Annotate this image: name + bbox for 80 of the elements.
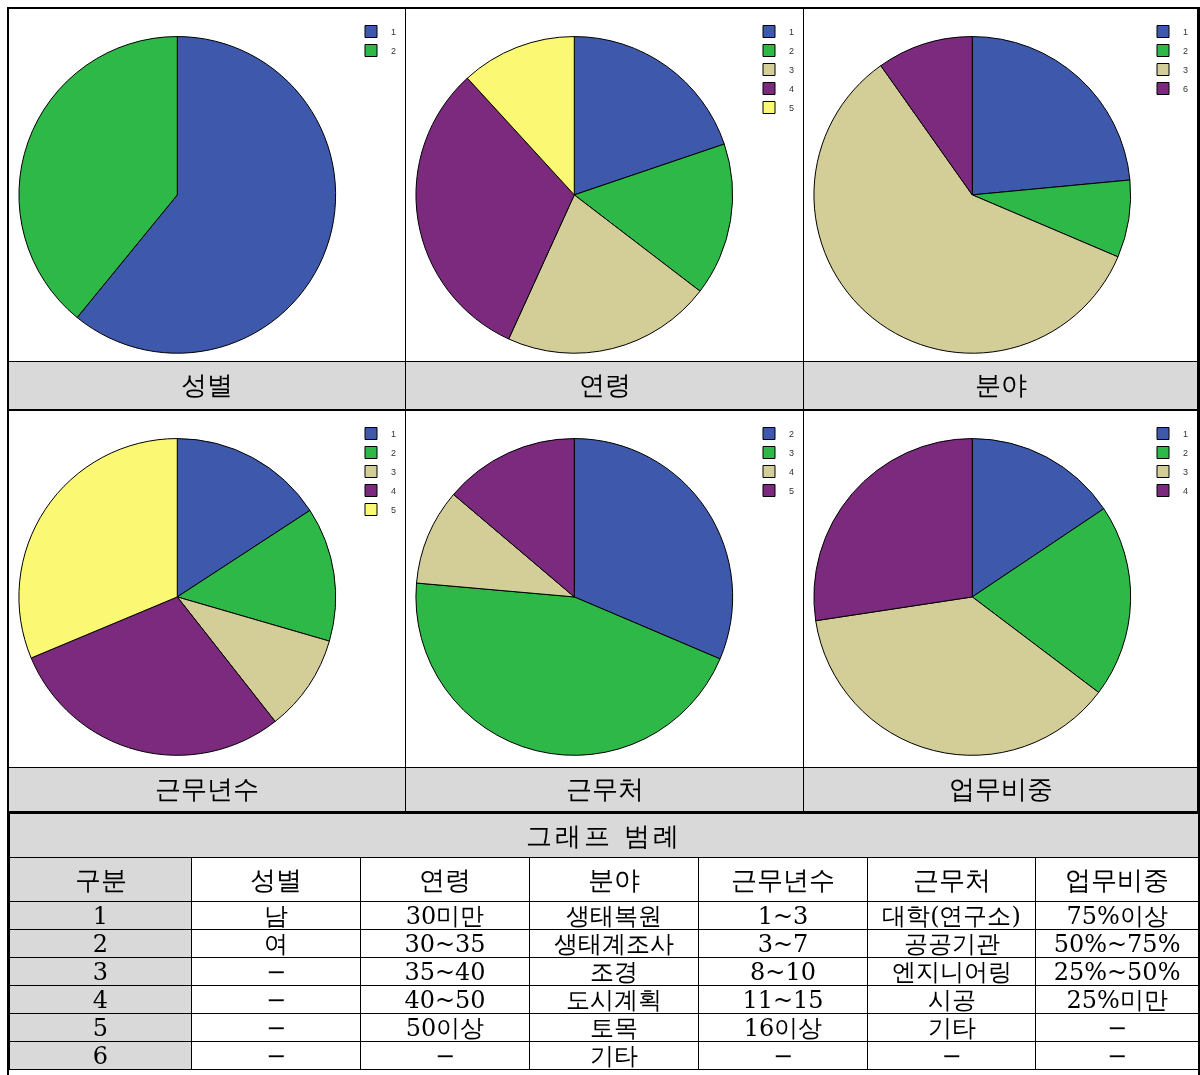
text: −	[434, 1041, 456, 1070]
legend-label: 5	[789, 103, 795, 114]
x-tick-label: 성별	[250, 864, 302, 895]
legend-label: 6	[1183, 84, 1189, 95]
x-tick-label: 분야	[588, 864, 640, 895]
legend-label: 1	[391, 27, 397, 38]
x-tick-label: 근무처	[912, 864, 991, 895]
legend-label: 4	[391, 486, 397, 497]
text: 여	[264, 929, 288, 958]
legend-label: 2	[1183, 46, 1189, 57]
legend-label: 3	[1183, 65, 1189, 76]
text: 조경	[590, 957, 638, 986]
text: 토목	[590, 1013, 638, 1042]
legend-label: 1	[1183, 429, 1189, 440]
text: −	[772, 1041, 794, 1070]
legend-label: 4	[789, 467, 795, 478]
y-tick-label: 5	[92, 1013, 109, 1042]
legend-label: 2	[391, 448, 397, 459]
legend-label: 3	[789, 448, 795, 459]
text: 35~40	[404, 957, 486, 986]
text: 30미만	[405, 901, 485, 930]
text: 분야	[974, 369, 1027, 402]
y-axis-title: 구분	[74, 864, 127, 895]
text: −	[941, 1041, 962, 1070]
legend-label: 1	[1183, 27, 1189, 38]
legend-label: 2	[391, 46, 397, 57]
text: 공공기관	[903, 929, 1000, 958]
text: 40~50	[404, 985, 486, 1014]
text: 16이상	[743, 1013, 823, 1042]
legend-label: 1	[391, 429, 397, 440]
text: −	[1106, 1013, 1128, 1042]
text: 엔지니어링	[891, 957, 1012, 986]
text: 업무비중	[948, 773, 1053, 806]
text: 75%이상	[1066, 901, 1168, 930]
text: 도시계획	[566, 985, 662, 1014]
legend-label: 4	[1183, 486, 1189, 497]
text: 성별	[181, 369, 233, 402]
text: 30~35	[404, 929, 486, 958]
text: 3~7	[757, 929, 809, 958]
text: 시공	[927, 985, 976, 1014]
legend-label: 5	[789, 486, 795, 497]
text: 남	[264, 901, 288, 930]
text: 50%~75%	[1053, 929, 1181, 958]
y-tick-label: 1	[92, 901, 109, 930]
legend-label: 4	[789, 84, 795, 95]
x-tick-label: 업무비중	[1065, 864, 1170, 895]
text: 50이상	[405, 1013, 485, 1042]
chart-title: 그래프 범례	[525, 820, 683, 851]
text: −	[265, 985, 287, 1014]
text: 생태계조사	[554, 929, 674, 958]
text: 대학(연구소)	[882, 901, 1021, 930]
text: 근무처	[565, 773, 644, 806]
text: 근무년수	[155, 773, 259, 806]
text: −	[1106, 1041, 1128, 1070]
legend-label: 2	[789, 429, 795, 440]
text: −	[265, 957, 287, 986]
legend-label: 1	[789, 27, 795, 38]
text: 기타	[590, 1041, 638, 1070]
legend-label: 5	[391, 505, 397, 516]
text: 1~3	[757, 901, 809, 930]
y-tick-label: 3	[92, 957, 109, 986]
text: 25%~50%	[1053, 957, 1181, 986]
legend-label: 3	[1183, 467, 1189, 478]
text: 생태복원	[566, 901, 662, 930]
y-tick-label: 6	[92, 1041, 109, 1070]
text: 11~15	[742, 985, 824, 1014]
legend-label: 3	[789, 65, 795, 76]
text: 기타	[927, 1013, 976, 1042]
text: 8~10	[750, 957, 816, 986]
text: −	[265, 1013, 287, 1042]
legend-label: 2	[1183, 448, 1189, 459]
text: 연령	[578, 369, 631, 402]
y-tick-label: 2	[92, 929, 109, 958]
legend-label: 3	[391, 467, 397, 478]
text: 25%미만	[1066, 985, 1168, 1014]
x-tick-label: 연령	[419, 864, 471, 895]
y-tick-label: 4	[92, 985, 109, 1014]
legend-label: 2	[789, 46, 795, 57]
x-tick-label: 근무년수	[731, 864, 835, 895]
text: −	[265, 1041, 287, 1070]
